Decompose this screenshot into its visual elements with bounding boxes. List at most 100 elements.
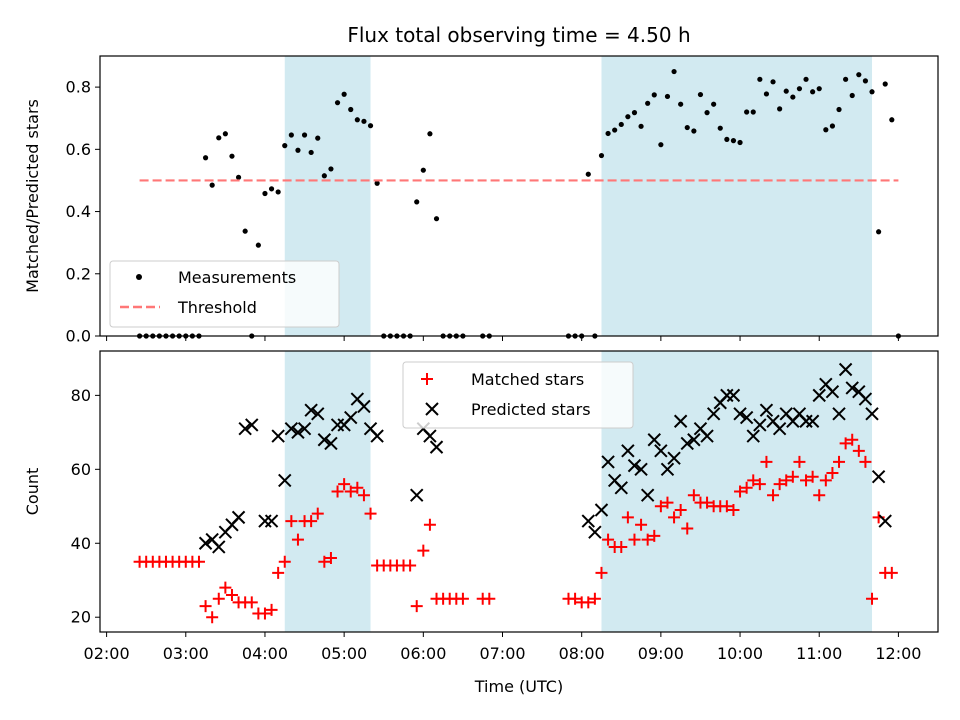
- shaded-interval: [601, 56, 873, 336]
- matched-stars-point: [192, 555, 205, 568]
- matched-stars-point: [628, 533, 641, 546]
- x-tick-label: 05:00: [321, 644, 367, 663]
- measurement-point: [612, 127, 618, 133]
- predicted-stars-point: [838, 362, 853, 377]
- legend-label-measurements: Measurements: [178, 268, 296, 287]
- measurement-point: [697, 91, 704, 98]
- measurement-point: [354, 117, 360, 123]
- measurement-point: [684, 124, 690, 131]
- measurement-point: [618, 121, 624, 128]
- legend-plus-icon: [421, 373, 433, 385]
- measurement-point: [598, 152, 605, 159]
- measurement-point: [288, 132, 294, 138]
- matched-stars-point: [357, 489, 370, 502]
- matched-stars-point: [780, 474, 793, 487]
- matched-stars-point: [819, 474, 832, 487]
- predicted-stars-point: [278, 473, 292, 488]
- matched-stars-point: [225, 589, 238, 602]
- measurement-point: [651, 92, 657, 98]
- measurement-point: [704, 110, 710, 116]
- legend-x-icon: [425, 402, 439, 416]
- matched-stars-point: [212, 592, 225, 605]
- predicted-stars-point: [304, 403, 318, 417]
- predicted-stars-point: [726, 388, 741, 403]
- predicted-stars-point: [871, 470, 886, 484]
- measurement-point: [777, 106, 783, 112]
- matched-stars-point: [404, 559, 417, 572]
- measurement-point: [433, 216, 440, 222]
- predicted-stars-point: [212, 540, 226, 554]
- top-y-ticks: 0.0 0.2 0.4 0.6 0.8: [66, 78, 100, 346]
- matched-stars-point: [364, 507, 377, 520]
- matched-stars-point: [569, 592, 582, 605]
- matched-stars-point: [885, 566, 898, 579]
- matched-stars-point: [318, 555, 331, 568]
- matched-stars-point: [800, 474, 813, 487]
- matched-stars-point: [272, 566, 285, 579]
- measurement-point: [882, 81, 888, 87]
- matched-stars-point: [826, 467, 839, 480]
- measurement-point: [275, 189, 281, 195]
- measurement-point: [348, 106, 354, 113]
- matched-stars-point: [859, 455, 872, 468]
- predicted-stars-point: [878, 514, 892, 528]
- predicted-stars-point: [370, 429, 384, 443]
- predicted-stars-point: [805, 414, 820, 428]
- bottom-x-ticks: 02:00 03:00 04:00 05:00 06:00 07:00 08:00 09:00…: [84, 632, 921, 663]
- matched-stars-point: [621, 511, 634, 524]
- bottom-axes-frame: [99, 350, 939, 633]
- predicted-stars-point: [660, 462, 675, 477]
- predicted-stars-point: [640, 488, 655, 502]
- top-y-axis-label: Matched/Predicted stars: [23, 99, 42, 293]
- predicted-stars-point: [614, 481, 628, 495]
- predicted-stars-point: [753, 418, 767, 432]
- matched-stars-point: [661, 496, 674, 509]
- y-tick-label: 0.2: [66, 264, 91, 283]
- measurement-point: [849, 92, 855, 99]
- matched-stars-point: [278, 555, 291, 568]
- matched-stars-point: [331, 485, 344, 498]
- measurement-point: [856, 72, 862, 78]
- measurement-point: [763, 91, 770, 97]
- measurement-point: [711, 101, 717, 107]
- matched-stars-point: [727, 503, 740, 516]
- measurement-point: [585, 171, 591, 177]
- matched-stars-point: [648, 529, 661, 542]
- matched-stars-point: [668, 511, 681, 524]
- measurement-point: [783, 88, 789, 94]
- matched-stars-point: [245, 596, 258, 609]
- matched-stars-point: [258, 607, 271, 620]
- predicted-stars-point: [746, 429, 760, 443]
- matched-stars-point: [344, 485, 357, 498]
- predicted-stars-point: [687, 433, 701, 447]
- predicted-stars-point: [264, 514, 279, 528]
- measurement-point: [836, 106, 842, 113]
- measurement-point: [645, 100, 651, 106]
- predicted-stars-point: [680, 436, 694, 451]
- measurement-point: [216, 135, 222, 141]
- predicted-stars-point: [317, 433, 332, 447]
- measurement-point: [334, 100, 341, 106]
- predicted-stars-point: [759, 403, 774, 417]
- predicted-stars-point: [739, 410, 754, 425]
- matched-stars-point: [641, 533, 654, 546]
- predicted-stars-point: [284, 421, 299, 436]
- matched-stars-point: [687, 489, 700, 502]
- x-axis-label: Time (UTC): [474, 677, 563, 696]
- measurement-point: [638, 123, 644, 129]
- predicted-stars-point: [594, 503, 609, 517]
- predicted-stars-point: [673, 414, 688, 428]
- top-panel: 0.00.20.40.60.8 Matched/Predicted stars …: [23, 55, 939, 346]
- matched-stars-point: [456, 592, 469, 605]
- matched-stars-point: [615, 540, 628, 553]
- predicted-stars-point: [832, 407, 846, 421]
- predicted-stars-point: [733, 407, 747, 421]
- predicted-stars-point: [634, 462, 648, 477]
- predicted-stars-point: [825, 384, 840, 399]
- measurement-point: [374, 180, 380, 186]
- measurement-point: [810, 89, 816, 95]
- matched-stars-point: [582, 596, 595, 609]
- matched-stars-point: [324, 552, 337, 565]
- x-tick-label: 11:00: [796, 644, 842, 663]
